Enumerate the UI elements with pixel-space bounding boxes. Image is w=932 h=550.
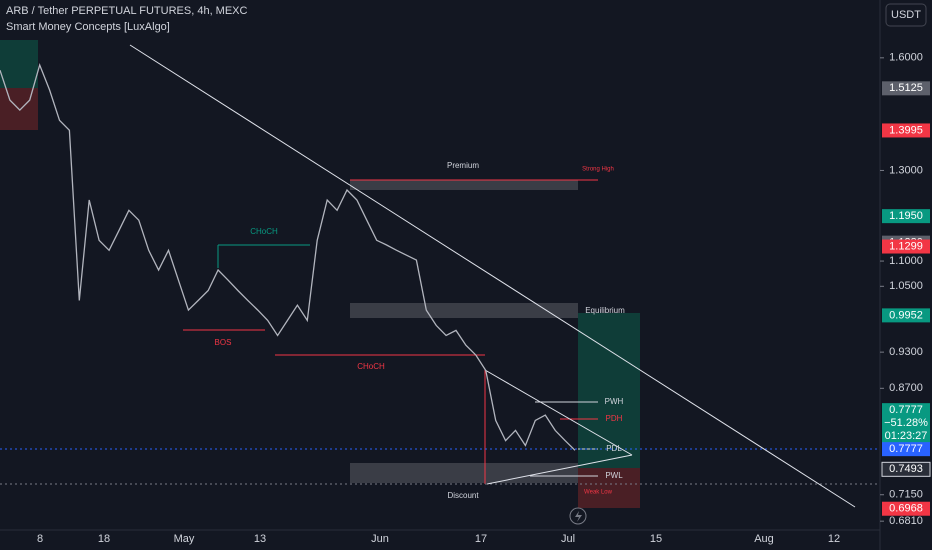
price-badge-label: 1.1950: [889, 210, 923, 222]
price-badge: [882, 81, 930, 96]
price-badge-label: 0.9952: [889, 309, 923, 321]
price-badge-label: 0.7493: [889, 463, 923, 475]
equilibrium-zone: [350, 303, 578, 318]
triangle-line: [484, 369, 633, 456]
price-badge: [882, 209, 930, 224]
annotation: PDL: [606, 444, 622, 453]
chart-title: ARB / Tether PERPETUAL FUTURES, 4h, MEXC: [6, 5, 248, 17]
x-tick-label: Jun: [371, 533, 389, 545]
x-tick-label: Jul: [561, 533, 575, 545]
stop-zone: [578, 468, 640, 508]
price-badge: [881, 461, 931, 477]
annotation: Weak Low: [584, 490, 613, 496]
price-line: [0, 62, 576, 451]
annotation: CHoCH: [357, 362, 385, 371]
triangle-line: [486, 454, 633, 485]
y-tick-label: 0.9300: [889, 346, 923, 358]
x-tick-label: May: [174, 533, 195, 545]
price-badge: [882, 123, 930, 138]
annotation: Strong High: [582, 167, 614, 173]
price-badge-label: 0.7777: [889, 404, 923, 416]
price-badge-label: 1.5125: [889, 82, 923, 94]
price-badge-label: 1.3995: [889, 124, 923, 136]
annotation: PDH: [606, 414, 623, 423]
price-badge-label: 0.6968: [889, 503, 923, 515]
currency-label: USDT: [891, 9, 921, 21]
x-tick-label: 8: [37, 533, 43, 545]
y-tick-label: 1.3000: [889, 164, 923, 176]
y-tick-label: 1.0500: [889, 280, 923, 292]
price-badge-label: 0.7777: [889, 443, 923, 455]
zone: [0, 40, 38, 88]
annotation: CHoCH: [250, 227, 278, 236]
currency-button[interactable]: [885, 3, 927, 27]
trendline: [129, 44, 856, 508]
price-badge: [882, 239, 930, 254]
price-badge: [882, 403, 930, 444]
price-change: −51.28%: [884, 417, 928, 429]
countdown: 01:23:27: [885, 430, 928, 442]
y-tick-label: 1.6000: [889, 52, 923, 64]
annotation: PWL: [605, 471, 623, 480]
indicator-name: Smart Money Concepts [LuxAlgo]: [6, 21, 170, 33]
event-icon: [575, 511, 582, 522]
price-badge: [882, 308, 930, 323]
price-badge-label: 1.1299: [889, 240, 923, 252]
annotation: Equilibrium: [585, 306, 625, 315]
x-tick-label: 17: [475, 533, 487, 545]
y-tick-label: 0.7150: [889, 489, 923, 501]
premium-zone: [350, 180, 578, 190]
price-badge: [882, 501, 930, 516]
annotation: PWH: [605, 397, 624, 406]
price-badge: [882, 442, 930, 457]
annotation: BOS: [215, 338, 232, 347]
annotation: Discount: [447, 491, 479, 500]
x-tick-label: 13: [254, 533, 266, 545]
x-tick-label: 18: [98, 533, 110, 545]
x-tick-label: Aug: [754, 533, 774, 545]
event-icon[interactable]: [569, 507, 587, 525]
y-tick-label: 0.6810: [889, 515, 923, 527]
annotation: Premium: [447, 161, 479, 170]
x-tick-label: 12: [828, 533, 840, 545]
y-tick-label: 0.8700: [889, 382, 923, 394]
y-tick-label: 1.1000: [889, 255, 923, 267]
x-tick-label: 15: [650, 533, 662, 545]
